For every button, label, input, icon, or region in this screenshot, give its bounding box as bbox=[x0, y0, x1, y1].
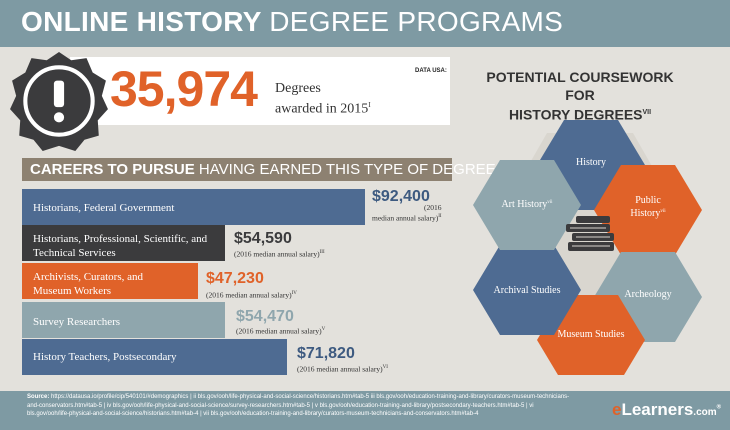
svg-text:History: History bbox=[576, 157, 606, 168]
exclamation-icon bbox=[10, 52, 108, 151]
careers-header bbox=[22, 158, 452, 181]
career-label: Survey Researchers bbox=[33, 316, 121, 328]
career-salary: $54,590 bbox=[234, 230, 292, 247]
career-label: Archivists, Curators, and Museum Workers bbox=[33, 271, 143, 297]
career-salary: $71,820 bbox=[297, 345, 355, 362]
career-salary: $92,400 bbox=[372, 188, 430, 205]
career-salary: $47,230 bbox=[206, 270, 264, 287]
svg-text:Historyvii: Historyvii bbox=[630, 208, 666, 219]
career-salary-note: (2016 median annual salary)IV bbox=[206, 290, 297, 300]
career-label: History Teachers, Postsecondary bbox=[33, 351, 177, 363]
header-banner bbox=[0, 0, 730, 47]
brand-logo: eLearners.com® bbox=[612, 400, 722, 419]
career-salary-note: (2016 median annual salary)V bbox=[236, 326, 326, 336]
footer-sources: Source: https://datausa.io/profile/cip/5… bbox=[27, 394, 570, 417]
career-label: Historians, Professional, Scientific, an… bbox=[33, 233, 208, 259]
svg-text:Archival Studies: Archival Studies bbox=[494, 285, 561, 296]
career-bar-archivists bbox=[22, 263, 198, 299]
hex-art-history: Art Historyvii bbox=[473, 160, 581, 250]
career-bar-survey-researchers bbox=[22, 302, 225, 338]
svg-text:Public: Public bbox=[635, 195, 661, 206]
footer-bar bbox=[0, 391, 730, 430]
data-source-label: DATA USA: bbox=[415, 68, 447, 74]
page-title: ONLINE HISTORY DEGREE PROGRAMS bbox=[21, 6, 564, 37]
svg-text:Archeology: Archeology bbox=[624, 289, 671, 300]
career-bar-history-teachers bbox=[22, 339, 287, 375]
career-salary: $54,470 bbox=[236, 308, 294, 325]
career-salary-note: (2016 median annual salary)VI bbox=[297, 364, 388, 374]
books-icon bbox=[566, 216, 614, 251]
svg-text:Art Historyvii: Art Historyvii bbox=[501, 199, 553, 210]
hex-public-history: Public Historyvii bbox=[594, 165, 702, 255]
coursework-title: POTENTIAL COURSEWORK FOR HISTORY DEGREES… bbox=[486, 69, 674, 123]
svg-text:Museum Studies: Museum Studies bbox=[558, 329, 625, 340]
career-salary-note: (2016 median annual salary)III bbox=[234, 249, 325, 259]
hex-archival-studies: Archival Studies bbox=[473, 245, 581, 335]
career-bar-federal-historians bbox=[22, 189, 365, 225]
career-salary-note: (2016 median annual salary)II bbox=[372, 203, 442, 223]
career-label: Historians, Federal Government bbox=[33, 202, 175, 214]
degrees-label: Degrees awarded in 2015I bbox=[275, 81, 371, 117]
stat-card bbox=[70, 57, 450, 125]
coursework-hex-cluster: History Public Historyvii Archeology Mus… bbox=[473, 120, 702, 375]
degrees-count: 35,974 bbox=[110, 61, 258, 117]
career-bar-professional-historians bbox=[22, 225, 225, 261]
careers-title: CAREERS TO PURSUE HAVING EARNED THIS TYP… bbox=[30, 161, 496, 178]
